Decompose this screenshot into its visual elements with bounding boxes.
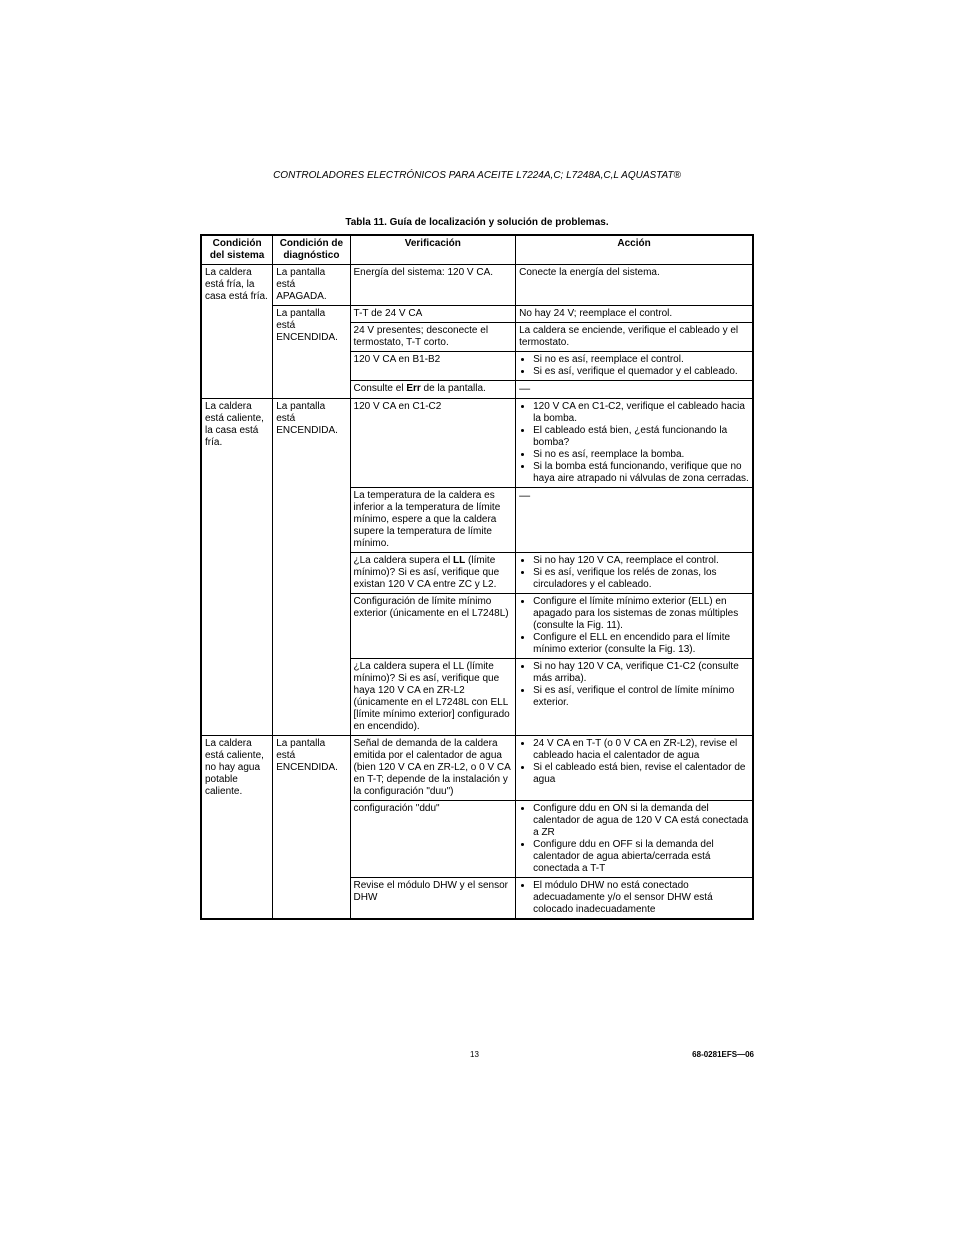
cell-verify: La temperatura de la caldera es inferior… [350,488,516,553]
cell-action: Configure ddu en ON si la demanda del ca… [516,801,753,878]
cell-action: — [516,381,753,399]
action-item: 24 V CA en T-T (o 0 V CA en ZR-L2), revi… [533,738,749,762]
action-item: Si no es así, reemplace el control. [533,354,738,366]
cell-system: La caldera está fría, la casa está fría. [201,265,273,399]
text: ¿La caldera supera el [354,555,454,566]
cell-system: La caldera está caliente, la casa está f… [201,399,273,736]
cell-verify: 24 V presentes; desconecte el termostato… [350,323,516,352]
cell-system: La caldera está caliente, no hay agua po… [201,736,273,920]
cell-verify: Configuración de límite mínimo exterior … [350,594,516,659]
cell-action: Configure el límite mínimo exterior (ELL… [516,594,753,659]
cell-action: Si no es así, reemplace el control. Si e… [516,352,753,381]
em-dash: — [519,490,530,502]
cell-verify: ¿La caldera supera el LL (límite mínimo)… [350,659,516,736]
cell-verify: configuración "ddu" [350,801,516,878]
col-diagnostic: Condición de diagnóstico [273,235,350,265]
action-item: Configure el ELL en encendido para el lí… [533,632,749,656]
troubleshoot-table: Condición del sistema Condición de diagn… [200,234,754,920]
action-item: Si la bomba está funcionando, verifique … [533,461,749,485]
cell-action: Si no hay 120 V CA, reemplace el control… [516,553,753,594]
action-item: Si no es así, reemplace la bomba. [533,449,749,461]
cell-action: 120 V CA en C1-C2, verifique el cableado… [516,399,753,488]
page-number: 13 [470,1050,479,1059]
table-row: La caldera está caliente, la casa está f… [201,399,753,488]
cell-verify: ¿La caldera supera el LL (límite mínimo)… [350,553,516,594]
text: de la pantalla. [421,383,486,394]
action-item: El cableado está bien, ¿está funcionando… [533,425,749,449]
cell-action: El módulo DHW no está conectado adecuada… [516,878,753,920]
action-item: El módulo DHW no está conectado adecuada… [533,880,749,916]
cell-verify: 120 V CA en B1-B2 [350,352,516,381]
cell-diag: La pantalla está ENCENDIDA. [273,399,350,736]
action-item: Si no hay 120 V CA, reemplace el control… [533,555,749,567]
action-item: Configure ddu en OFF si la demanda del c… [533,839,749,875]
cell-diag: La pantalla está ENCENDIDA. [273,736,350,920]
cell-action: Conecte la energía del sistema. [516,265,753,306]
page-footer: 13 68-0281EFS—06 [200,1050,754,1059]
document-number: 68-0281EFS—06 [692,1050,754,1059]
cell-action: No hay 24 V; reemplace el control. [516,306,753,323]
action-item: Si es así, verifique el control de límit… [533,685,749,709]
cell-diag: La pantalla está ENCENDIDA. [273,306,350,399]
text: Consulte el [354,383,407,394]
action-item: Configure el límite mínimo exterior (ELL… [533,596,749,632]
cell-verify: T-T de 24 V CA [350,306,516,323]
action-item: Si el cableado está bien, revise el cale… [533,762,749,786]
cell-action: 24 V CA en T-T (o 0 V CA en ZR-L2), revi… [516,736,753,801]
bold-text: LL [453,555,465,566]
col-verification: Verificación [350,235,516,265]
cell-verify: 120 V CA en C1-C2 [350,399,516,488]
cell-verify: Señal de demanda de la caldera emitida p… [350,736,516,801]
cell-action: — [516,488,753,553]
action-item: Si es así, verifique el quemador y el ca… [533,366,738,378]
action-item: Si es así, verifique los relés de zonas,… [533,567,749,591]
cell-verify: Consulte el Err de la pantalla. [350,381,516,399]
cell-action: Si no hay 120 V CA, verifique C1-C2 (con… [516,659,753,736]
table-header-row: Condición del sistema Condición de diagn… [201,235,753,265]
table-row: La caldera está fría, la casa está fría.… [201,265,753,306]
cell-verify: Energía del sistema: 120 V CA. [350,265,516,306]
action-item: Si no hay 120 V CA, verifique C1-C2 (con… [533,661,749,685]
action-item: 120 V CA en C1-C2, verifique el cableado… [533,401,749,425]
action-item: Configure ddu en ON si la demanda del ca… [533,803,749,839]
table-row: La pantalla está ENCENDIDA. T-T de 24 V … [201,306,753,323]
bold-text: Err [406,383,420,394]
col-action: Acción [516,235,753,265]
document-page: CONTROLADORES ELECTRÓNICOS PARA ACEITE L… [0,0,954,1109]
em-dash: — [519,383,530,395]
cell-action: La caldera se enciende, verifique el cab… [516,323,753,352]
table-row: La caldera está caliente, no hay agua po… [201,736,753,801]
page-header: CONTROLADORES ELECTRÓNICOS PARA ACEITE L… [200,170,754,181]
cell-verify: Revise el módulo DHW y el sensor DHW [350,878,516,920]
cell-diag: La pantalla está APAGADA. [273,265,350,306]
table-caption: Tabla 11. Guía de localización y solució… [200,217,754,228]
col-system: Condición del sistema [201,235,273,265]
